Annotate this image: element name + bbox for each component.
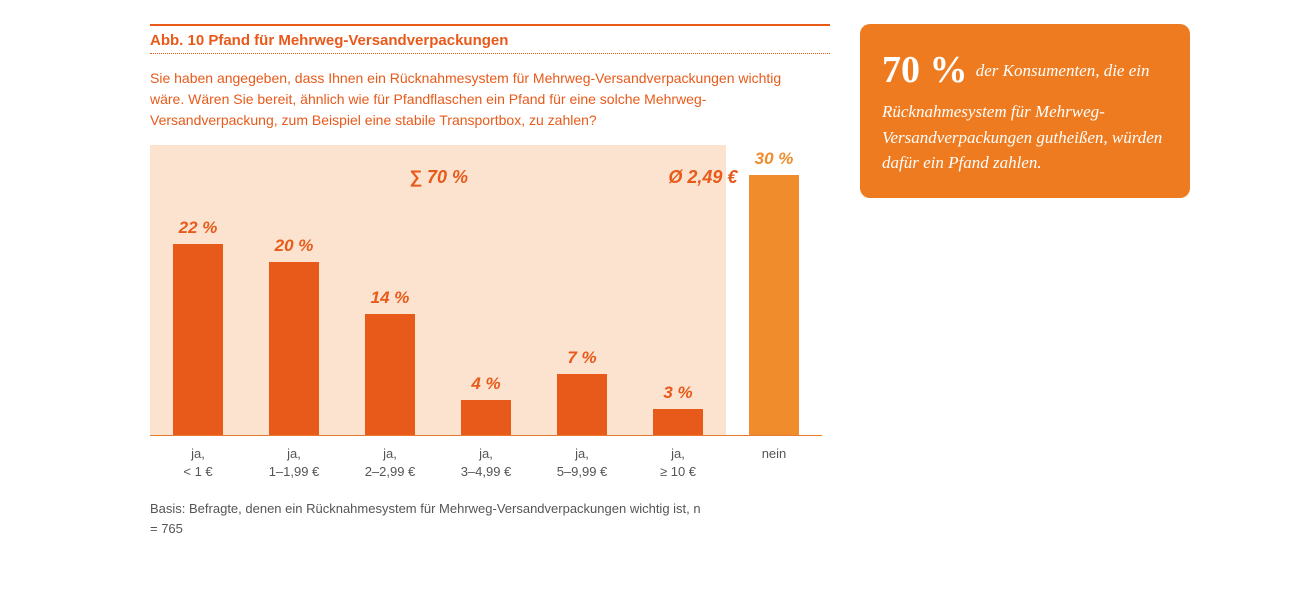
bar-value-label: 30 % bbox=[755, 149, 794, 169]
bar-chart: 22 % 20 % 14 % 4 % 7 % 3 % 30 % ja, < 1 €ja, 1… bbox=[150, 145, 830, 481]
chart-bar: 30 % bbox=[726, 149, 822, 435]
chart-basis-note: Basis: Befragte, denen ein Rücknahmesyst… bbox=[150, 499, 710, 538]
figure-title: Abb. 10 Pfand für Mehrweg-Versandverpack… bbox=[150, 24, 830, 54]
bar-value-label: 20 % bbox=[275, 236, 314, 256]
bar-category-label: nein bbox=[726, 445, 822, 481]
chart-categories: ja, < 1 €ja, 1–1,99 €ja, 2–2,99 €ja, 3–4… bbox=[150, 445, 830, 481]
chart-bar: 3 % bbox=[630, 383, 726, 435]
chart-annotation: Ø 2,49 € bbox=[668, 167, 737, 188]
chart-bar: 20 % bbox=[246, 236, 342, 435]
bar-category-label: ja, 2–2,99 € bbox=[342, 445, 438, 481]
bar-rect bbox=[173, 244, 223, 435]
bar-rect bbox=[653, 409, 703, 435]
chart-bars: 22 % 20 % 14 % 4 % 7 % 3 % 30 % bbox=[150, 145, 830, 435]
chart-bar: 22 % bbox=[150, 218, 246, 435]
chart-bar: 14 % bbox=[342, 288, 438, 435]
bar-category-label: ja, < 1 € bbox=[150, 445, 246, 481]
bar-category-label: ja, 5–9,99 € bbox=[534, 445, 630, 481]
bar-rect bbox=[461, 400, 511, 435]
bar-value-label: 3 % bbox=[663, 383, 692, 403]
bar-rect bbox=[365, 314, 415, 435]
bar-rect bbox=[269, 262, 319, 435]
survey-question: Sie haben angegeben, dass Ihnen ein Rück… bbox=[150, 68, 790, 131]
bar-category-label: ja, ≥ 10 € bbox=[630, 445, 726, 481]
chart-baseline bbox=[150, 435, 822, 436]
bar-value-label: 14 % bbox=[371, 288, 410, 308]
bar-value-label: 22 % bbox=[179, 218, 218, 238]
bar-rect bbox=[749, 175, 799, 435]
bar-value-label: 7 % bbox=[567, 348, 596, 368]
chart-annotation: ∑ 70 % bbox=[409, 167, 468, 188]
chart-bar: 4 % bbox=[438, 374, 534, 435]
callout-box: 70 % der Konsumenten, die ein Rücknahmes… bbox=[860, 24, 1190, 198]
bar-category-label: ja, 3–4,99 € bbox=[438, 445, 534, 481]
bar-value-label: 4 % bbox=[471, 374, 500, 394]
bar-category-label: ja, 1–1,99 € bbox=[246, 445, 342, 481]
chart-bar: 7 % bbox=[534, 348, 630, 435]
figure: Abb. 10 Pfand für Mehrweg-Versandverpack… bbox=[150, 24, 830, 538]
callout-stat: 70 % bbox=[882, 49, 968, 91]
bar-rect bbox=[557, 374, 607, 435]
